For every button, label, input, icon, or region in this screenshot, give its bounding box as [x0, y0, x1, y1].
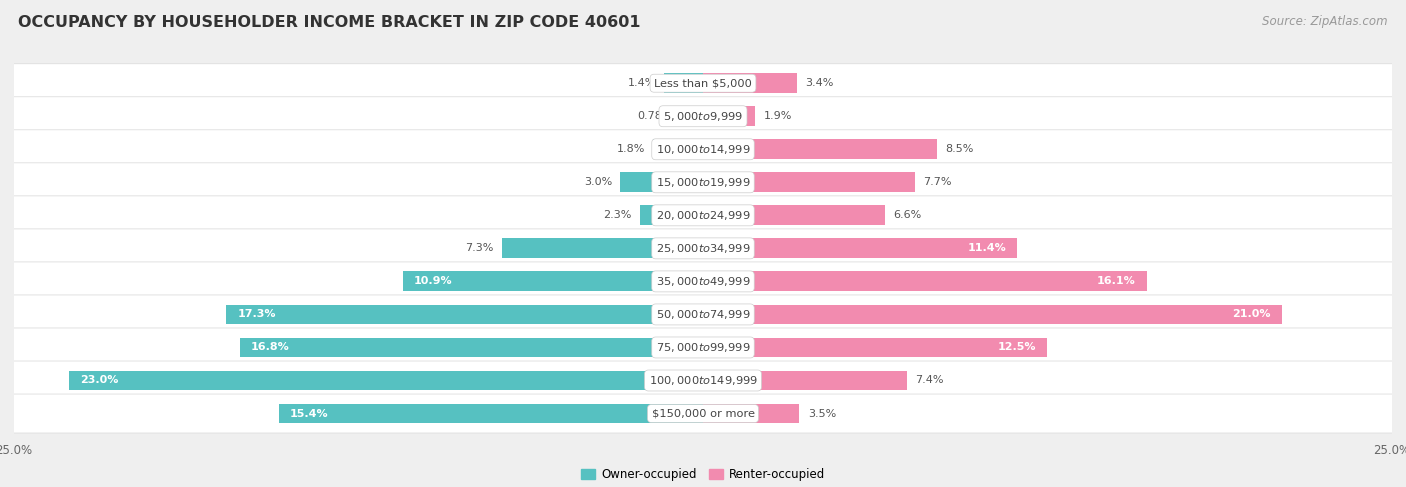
- Bar: [703, 337, 1047, 357]
- Bar: [620, 172, 703, 192]
- Text: $5,000 to $9,999: $5,000 to $9,999: [664, 110, 742, 123]
- Legend: Owner-occupied, Renter-occupied: Owner-occupied, Renter-occupied: [576, 463, 830, 486]
- Text: 1.8%: 1.8%: [617, 144, 645, 154]
- Text: OCCUPANCY BY HOUSEHOLDER INCOME BRACKET IN ZIP CODE 40601: OCCUPANCY BY HOUSEHOLDER INCOME BRACKET …: [18, 15, 641, 30]
- Text: Source: ZipAtlas.com: Source: ZipAtlas.com: [1263, 15, 1388, 28]
- Bar: [226, 304, 703, 324]
- FancyBboxPatch shape: [1, 262, 1405, 301]
- Text: $35,000 to $49,999: $35,000 to $49,999: [655, 275, 751, 288]
- Text: $15,000 to $19,999: $15,000 to $19,999: [655, 176, 751, 189]
- Bar: [703, 371, 907, 391]
- FancyBboxPatch shape: [1, 163, 1405, 202]
- FancyBboxPatch shape: [1, 229, 1405, 268]
- FancyBboxPatch shape: [1, 394, 1405, 433]
- Bar: [502, 239, 703, 258]
- Bar: [240, 337, 703, 357]
- Text: $50,000 to $74,999: $50,000 to $74,999: [655, 308, 751, 321]
- Text: 3.0%: 3.0%: [583, 177, 612, 187]
- Text: $20,000 to $24,999: $20,000 to $24,999: [655, 209, 751, 222]
- FancyBboxPatch shape: [1, 97, 1405, 136]
- Text: 3.5%: 3.5%: [807, 409, 837, 418]
- Bar: [703, 239, 1017, 258]
- Text: 12.5%: 12.5%: [998, 342, 1036, 353]
- Text: $100,000 to $149,999: $100,000 to $149,999: [648, 374, 758, 387]
- Text: 16.1%: 16.1%: [1097, 277, 1136, 286]
- Text: 23.0%: 23.0%: [80, 375, 118, 386]
- Text: 17.3%: 17.3%: [238, 309, 276, 319]
- FancyBboxPatch shape: [1, 328, 1405, 367]
- Bar: [703, 172, 915, 192]
- Text: 7.4%: 7.4%: [915, 375, 943, 386]
- Text: 1.4%: 1.4%: [627, 78, 657, 88]
- Bar: [703, 139, 938, 159]
- Text: 7.7%: 7.7%: [924, 177, 952, 187]
- Text: 7.3%: 7.3%: [465, 244, 494, 253]
- FancyBboxPatch shape: [1, 130, 1405, 169]
- Text: 8.5%: 8.5%: [945, 144, 974, 154]
- Bar: [703, 106, 755, 126]
- Text: 2.3%: 2.3%: [603, 210, 631, 220]
- Bar: [402, 271, 703, 291]
- Text: 11.4%: 11.4%: [967, 244, 1007, 253]
- Bar: [703, 271, 1147, 291]
- Bar: [703, 74, 797, 93]
- Bar: [69, 371, 703, 391]
- Bar: [703, 304, 1282, 324]
- Bar: [654, 139, 703, 159]
- FancyBboxPatch shape: [1, 361, 1405, 400]
- Text: 1.9%: 1.9%: [763, 111, 792, 121]
- Text: 3.4%: 3.4%: [806, 78, 834, 88]
- Text: 15.4%: 15.4%: [290, 409, 328, 418]
- Text: 6.6%: 6.6%: [893, 210, 921, 220]
- Text: $75,000 to $99,999: $75,000 to $99,999: [655, 341, 751, 354]
- Bar: [640, 206, 703, 225]
- Bar: [665, 74, 703, 93]
- Text: $150,000 or more: $150,000 or more: [651, 409, 755, 418]
- Text: $10,000 to $14,999: $10,000 to $14,999: [655, 143, 751, 156]
- FancyBboxPatch shape: [1, 295, 1405, 334]
- FancyBboxPatch shape: [1, 196, 1405, 235]
- Text: 0.78%: 0.78%: [638, 111, 673, 121]
- Text: 10.9%: 10.9%: [413, 277, 453, 286]
- Text: 16.8%: 16.8%: [252, 342, 290, 353]
- Text: Less than $5,000: Less than $5,000: [654, 78, 752, 88]
- Bar: [703, 206, 884, 225]
- Text: $25,000 to $34,999: $25,000 to $34,999: [655, 242, 751, 255]
- Bar: [703, 404, 800, 423]
- Bar: [682, 106, 703, 126]
- Bar: [278, 404, 703, 423]
- FancyBboxPatch shape: [1, 64, 1405, 103]
- Text: 21.0%: 21.0%: [1232, 309, 1271, 319]
